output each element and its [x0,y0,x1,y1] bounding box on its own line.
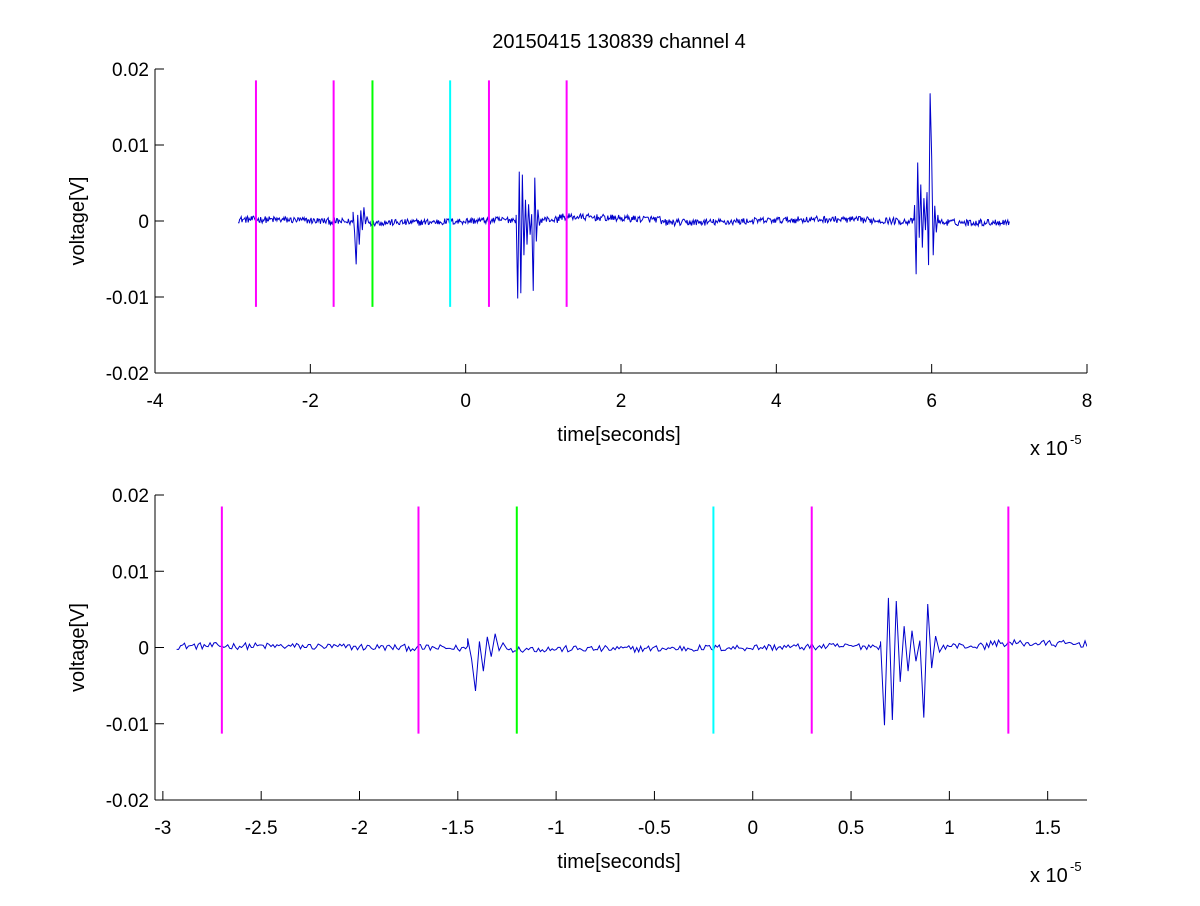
bottom-y-tick-label: 0.02 [112,486,149,507]
top-x-tick-label: -2 [302,391,319,412]
bottom-x-scale-exponent: -5 [1070,859,1082,874]
bottom-x-tick-label: -2.5 [245,818,278,839]
top-axes: -0.02 -0.01 0 0.01 0.02 -4 -2 0 2 4 6 8 time[seconds… [67,60,1092,460]
bottom-x-tick-label: 1 [944,818,955,839]
bottom-x-tick-label: 0.5 [838,818,864,839]
top-y-tick-label: 0.01 [112,136,149,157]
bottom-y-tick-label: -0.01 [106,715,149,736]
bottom-x-tick-label: -1.5 [441,818,474,839]
top-x-tick-label: 4 [771,391,782,412]
bottom-y-tick-label: 0 [138,639,149,660]
top-x-tick-label: 8 [1082,391,1093,412]
top-x-tick-label: 0 [460,391,471,412]
bottom-x-tick-label: 1.5 [1034,818,1060,839]
bottom-x-scale-label: x 10 [1030,865,1068,887]
bottom-signal-line [176,597,1087,726]
top-y-tick-label: 0.02 [112,60,149,81]
bottom-x-tick-label: -2 [351,818,368,839]
top-signal-line [238,93,1010,299]
bottom-x-axis-label: time[seconds] [557,851,680,873]
top-x-scale-label: x 10 [1030,438,1068,460]
top-y-tick-label: -0.02 [106,364,149,385]
bottom-x-tick-label: -3 [154,818,171,839]
figure-title: 20150415 130839 channel 4 [492,31,746,53]
top-x-tick-label: -4 [147,391,164,412]
bottom-y-tick-label: 0.01 [112,562,149,583]
top-y-axis-label: voltage[V] [67,177,89,266]
bottom-x-tick-label: -0.5 [638,818,671,839]
bottom-axes: -0.02 -0.01 0 0.01 0.02 -3 -2.5 -2 -1.5 -1 -0.5 0 0.… [67,486,1087,887]
top-y-tick-label: 0 [138,212,149,233]
bottom-y-tick-label: -0.02 [106,791,149,812]
top-x-axis-label: time[seconds] [557,424,680,446]
top-x-tick-label: 6 [926,391,937,412]
bottom-y-axis-label: voltage[V] [67,603,89,692]
top-y-tick-label: -0.01 [106,288,149,309]
bottom-x-tick-label: 0 [747,818,758,839]
bottom-x-tick-label: -1 [548,818,565,839]
top-x-scale-exponent: -5 [1070,432,1082,447]
top-x-tick-label: 2 [616,391,627,412]
